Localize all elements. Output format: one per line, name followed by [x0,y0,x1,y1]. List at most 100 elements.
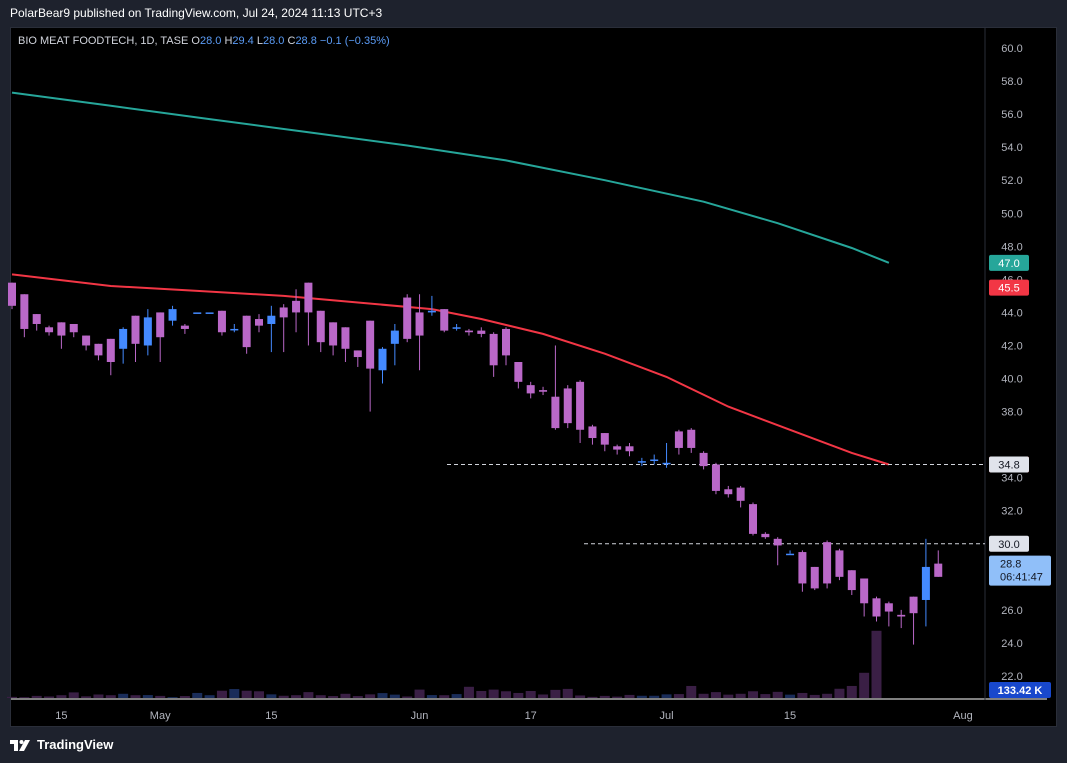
candle-body [674,431,683,448]
volume-bar [278,695,289,698]
candle-body [45,327,54,333]
candle-body [563,388,572,424]
volume-bar [179,696,190,698]
volume-bar [846,685,857,698]
level-tag-bg [989,456,1029,473]
y-axis-tick-label: 58.0 [1001,76,1022,88]
candle-body [415,312,424,336]
volume-bar [303,692,314,698]
volume-bar [575,695,586,698]
low-value: 28.0 [263,35,285,47]
volume-bar [463,686,474,698]
volume-bar [587,696,598,698]
candle-body [526,385,535,394]
candle-body [193,312,202,314]
price-tag: 45.5 [998,283,1019,295]
candle-body [798,552,807,584]
volume-bar [439,695,450,698]
volume-bar [698,693,709,698]
candle-body [514,362,523,382]
candle-body [786,553,795,556]
x-axis-tick-label: 15 [784,710,796,722]
volume-bar [402,696,413,698]
volume-bar [661,694,672,698]
volume-bar [254,691,264,698]
candle-body [835,550,844,577]
symbol-name: BIO MEAT FOODTECH, 1D, TASE [18,35,189,47]
last-price-countdown: 06:41:47 [1000,572,1043,584]
candle-body [292,300,301,313]
candle-body [20,294,29,329]
publisher-line: PolarBear9 published on TradingView.com,… [10,6,383,20]
candle-body [180,325,189,329]
volume-bar [31,695,42,698]
y-axis-tick-label: 56.0 [1001,109,1022,121]
candle-body [106,338,115,362]
candle-body [242,315,251,348]
candle-body [316,310,325,343]
price-tag-bg [989,254,1029,271]
last-price-value: 28.8 [1000,559,1021,571]
change-value: −0.1 (−0.35%) [319,35,390,47]
price-tag-bg [989,279,1029,296]
candle-body [94,343,103,356]
x-axis-tick-label: Aug [953,710,973,722]
candle-body [921,566,930,600]
candle-body [761,533,770,538]
volume-bar [204,695,215,698]
y-axis-tick-label: 50.0 [1001,208,1022,220]
candle-body [934,563,943,577]
candle-body [662,462,671,465]
y-axis-tick-label: 60.0 [1001,43,1022,55]
moving-average-short-line [11,273,890,466]
candle-body [82,335,91,346]
candle-body [119,328,128,349]
volume-bar [7,696,17,698]
x-axis-tick-label: 17 [525,710,537,722]
y-axis-tick-label: 22.0 [1001,671,1022,683]
volume-bar [476,691,487,698]
candle-body [464,330,473,333]
volume-bar [229,689,240,698]
y-axis-tick-label: 38.0 [1001,407,1022,419]
last-price-tag-bg [989,555,1051,586]
volume-bar [192,692,203,698]
volume-bar [686,685,697,698]
moving-average-long-line [11,91,890,264]
high-label: H [224,35,233,47]
candle-body [279,307,288,318]
candle-body [205,312,214,314]
volume-bar [167,697,178,698]
candle-body [600,433,609,445]
volume-bar [216,690,227,698]
chart-frame[interactable] [10,27,1057,727]
volume-bar [130,695,141,698]
candle-body [168,309,177,321]
volume-bar [859,672,870,698]
close-value: 28.8 [295,35,317,47]
candle-body [489,333,498,366]
candle-body [267,315,276,324]
volume-bar [599,695,610,698]
y-axis-tick-label: 40.0 [1001,374,1022,386]
high-value: 29.4 [232,35,254,47]
volume-bar [352,696,363,698]
volume-bar [501,691,511,698]
volume-bar [624,694,635,698]
candle-body [749,504,757,534]
candle-body [847,570,856,591]
candle-body [304,282,313,313]
candle-body [378,348,387,371]
y-axis-tick-label: 54.0 [1001,142,1022,154]
tradingview-logo[interactable]: TradingView [10,737,113,752]
brand-name: TradingView [37,737,114,752]
volume-bar [266,694,277,698]
volume-bar [44,696,55,698]
candle-body [341,327,350,349]
candle-body [588,426,597,439]
candle-body [143,317,152,346]
y-axis-tick-label: 48.0 [1001,241,1022,253]
candle-body [884,603,893,612]
volume-bar [241,690,252,698]
